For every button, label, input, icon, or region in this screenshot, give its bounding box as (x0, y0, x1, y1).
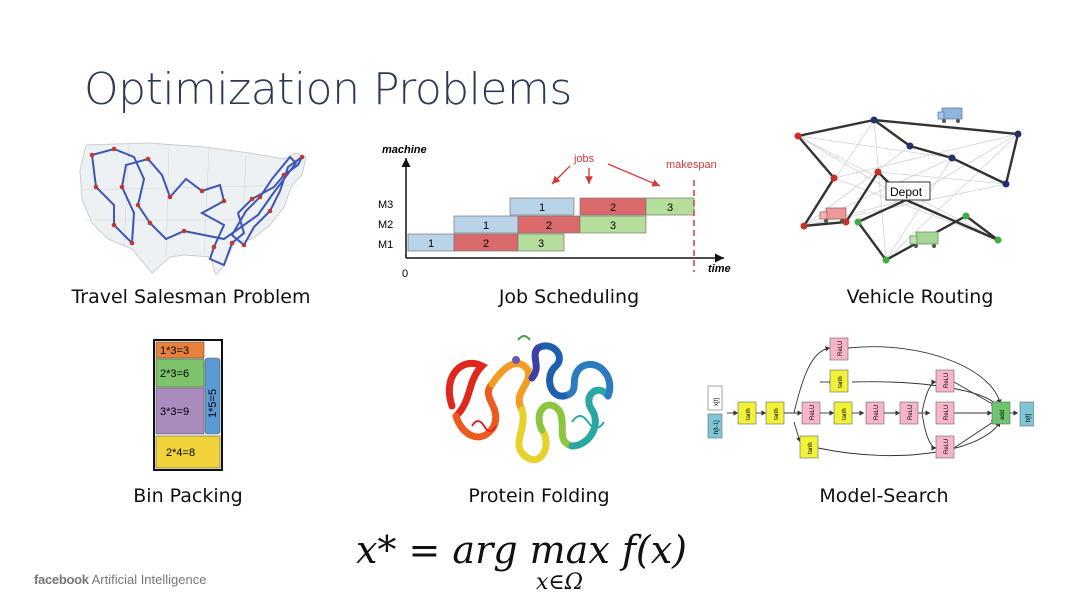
model-search-graph: ReLU tanh tanh tanh ReLU tanh ReLU ReLU ReLU ReLU… (707, 337, 1034, 459)
slide-title: Optimization Problems (84, 64, 572, 115)
bin-item-1 (155, 341, 205, 359)
job-block-label: 1 (539, 202, 545, 214)
model-node-relu (935, 435, 955, 459)
jobs-annotation: jobs (573, 153, 595, 165)
model-node-label: tanh (774, 408, 780, 420)
model-input-label: h[t-1] (714, 420, 720, 434)
brand-text: Artificial Intelligence (91, 572, 207, 587)
tsp-map-illustration (79, 142, 307, 277)
protein-coils (471, 335, 605, 432)
model-node-relu (865, 401, 885, 425)
route-nodes (794, 116, 1022, 264)
argmax-formula: x* = arg max f(x) x∈Ω (356, 528, 716, 595)
protein-structure-image (445, 335, 614, 464)
model-nodes: ReLU tanh tanh tanh ReLU tanh ReLU ReLU ReLU ReLU… (707, 337, 1034, 459)
bin-packing-illustration: 1*3=3 2*3=6 3*3=9 2*4=8 1*5=5 (153, 339, 223, 471)
origin-label: 0 (402, 268, 408, 280)
model-input-node (707, 413, 723, 439)
model-node-relu (935, 401, 955, 425)
model-node-label: ReLU (838, 341, 844, 356)
machine-label-M2: M2 (378, 219, 393, 231)
job-block-label: 3 (667, 202, 673, 214)
model-node-relu (801, 401, 821, 425)
caption-tsp: Travel Salesman Problem (71, 286, 311, 308)
model-node-relu (899, 401, 919, 425)
job-block-label: 2 (610, 202, 616, 214)
model-node-relu (935, 369, 955, 393)
model-node-add (991, 401, 1011, 425)
machine-label-M3: M3 (378, 199, 393, 211)
job-block-M1-3 (517, 233, 565, 252)
model-node-tanh (737, 401, 757, 425)
bin-item-4 (155, 435, 221, 469)
caption-protein-folding: Protein Folding (468, 485, 610, 507)
model-input-label: x[t] (714, 398, 720, 406)
model-node-tanh (833, 401, 853, 425)
brand-footer: facebook Artificial Intelligence (34, 572, 206, 587)
bin-item-5 (204, 357, 221, 435)
model-node-relu (829, 337, 849, 361)
model-node-label: tanh (842, 408, 848, 420)
x-axis-label: time (708, 263, 731, 275)
model-node-label: tanh (808, 442, 814, 454)
job-block-M3-3 (645, 197, 695, 216)
bin-item-2 (155, 358, 205, 388)
job-block-label: 1 (428, 238, 434, 250)
bin-item-5-label: 1*5=5 (207, 389, 219, 418)
caption-vehicle-routing: Vehicle Routing (846, 286, 994, 308)
formula-subscript: x∈Ω (536, 570, 583, 595)
makespan-annotation: makespan (666, 159, 717, 171)
model-node-tanh (765, 401, 785, 425)
model-node-label: ReLU (908, 405, 914, 420)
model-input-node (707, 385, 723, 411)
job-block-M3-1 (509, 197, 575, 216)
model-node-label: ReLU (944, 405, 950, 420)
model-node-label: ReLU (874, 405, 880, 420)
model-node-tanh (829, 369, 849, 393)
model-node-label: ReLU (944, 439, 950, 454)
jobs-arrows (551, 163, 661, 187)
vehicle-routing-illustration: Depot (794, 107, 1022, 264)
bin-item-2-label: 2*3=6 (160, 368, 189, 380)
job-block-label: 1 (483, 220, 489, 232)
model-node-label: ReLU (810, 405, 816, 420)
model-output-node (1019, 401, 1034, 427)
tsp-cities (89, 146, 305, 250)
model-node-label: tanh (746, 408, 752, 420)
formula-main: x* = arg max f(x) (356, 528, 687, 572)
caption-job-scheduling: Job Scheduling (498, 286, 640, 308)
y-axis-label: machine (382, 144, 427, 156)
model-node-label: add (1000, 410, 1006, 420)
caption-bin-packing: Bin Packing (133, 485, 243, 507)
model-node-label: tanh (838, 376, 844, 388)
tsp-tour (91, 147, 303, 267)
machine-label-M1: M1 (378, 239, 393, 251)
job-block-M2-3 (579, 215, 647, 234)
protein-ligand (512, 356, 520, 364)
bin-item-4-label: 2*4=8 (166, 447, 195, 459)
job-block-label: 3 (610, 220, 616, 232)
job-block-label: 3 (538, 238, 544, 250)
job-block-label: 2 (546, 220, 552, 232)
graph-edges (727, 345, 1018, 457)
truck-icon-green (909, 231, 939, 248)
bin-item-1-label: 1*3=3 (160, 345, 189, 357)
model-node-label: ReLU (944, 373, 950, 388)
bin-item-3 (155, 387, 205, 435)
job-block-label: 2 (483, 238, 489, 250)
facebook-logo: facebook (34, 572, 89, 587)
truck-icon-red (819, 207, 847, 223)
bin-item-3-label: 3*3=9 (160, 406, 189, 418)
depot-box (885, 181, 931, 201)
job-blocks: 1 2 31 2 31 2 3 (407, 197, 695, 252)
job-scheduling-chart: machine 0 time M3 M2 M1 1 2 31 2 31 2 3 jobs m… (378, 144, 731, 280)
truck-icon (937, 107, 963, 123)
caption-model-search: Model-Search (819, 485, 949, 507)
depot-label: Depot (890, 185, 923, 199)
model-output-label: h[t] (1026, 413, 1032, 422)
model-node-tanh (799, 435, 819, 459)
